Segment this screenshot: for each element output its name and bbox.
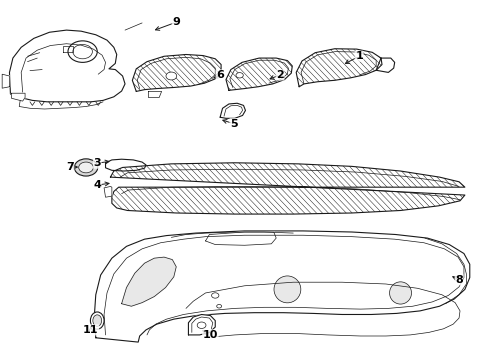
Text: 6: 6 (216, 70, 224, 80)
Ellipse shape (165, 72, 176, 80)
Text: 1: 1 (354, 51, 362, 61)
Polygon shape (104, 186, 112, 197)
Ellipse shape (68, 41, 97, 62)
Polygon shape (225, 58, 292, 90)
Polygon shape (2, 74, 9, 88)
Text: 4: 4 (93, 180, 101, 190)
Ellipse shape (79, 162, 93, 173)
Text: 7: 7 (66, 162, 74, 172)
Polygon shape (122, 257, 176, 306)
Ellipse shape (273, 276, 300, 303)
Text: 9: 9 (172, 17, 180, 27)
Text: 2: 2 (276, 70, 284, 80)
Polygon shape (220, 103, 245, 118)
Polygon shape (105, 159, 146, 171)
Ellipse shape (74, 159, 98, 176)
Ellipse shape (197, 322, 205, 328)
Text: 8: 8 (454, 275, 462, 285)
Text: 11: 11 (83, 325, 99, 335)
Ellipse shape (90, 312, 104, 329)
Polygon shape (205, 232, 276, 245)
Ellipse shape (389, 282, 411, 304)
Text: 10: 10 (202, 330, 218, 340)
Ellipse shape (211, 293, 219, 298)
Polygon shape (132, 54, 221, 91)
Ellipse shape (236, 73, 243, 78)
Polygon shape (375, 58, 394, 72)
Polygon shape (94, 231, 469, 342)
Polygon shape (296, 49, 381, 87)
Polygon shape (9, 30, 125, 102)
Polygon shape (110, 163, 464, 214)
Polygon shape (188, 315, 215, 335)
Ellipse shape (216, 305, 221, 308)
Polygon shape (148, 91, 161, 98)
Text: 5: 5 (229, 119, 237, 129)
Text: 3: 3 (93, 158, 101, 168)
Polygon shape (11, 93, 25, 101)
Ellipse shape (93, 315, 102, 326)
